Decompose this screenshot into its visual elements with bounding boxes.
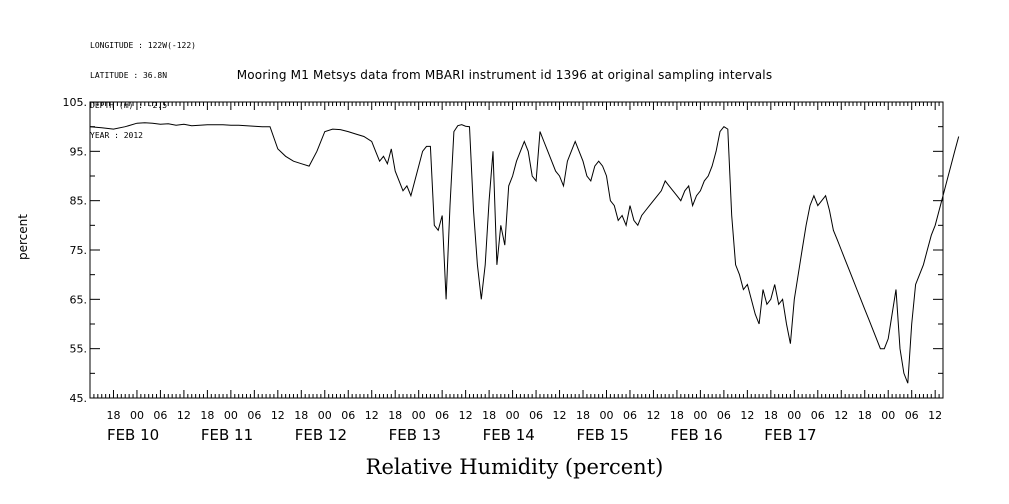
x-hour-label: 12: [271, 409, 285, 422]
x-day-label: FEB 17: [764, 426, 816, 444]
x-hour-label: 06: [905, 409, 919, 422]
x-hour-label: 00: [693, 409, 707, 422]
metadata-year: YEAR : 2012: [90, 131, 143, 140]
x-hour-label: 18: [388, 409, 402, 422]
x-day-label: FEB 14: [483, 426, 535, 444]
x-hour-label: 12: [365, 409, 379, 422]
y-tick-label: 55.: [70, 343, 88, 356]
metadata-longitude: LONGITUDE : 122W(-122): [90, 41, 196, 50]
plot-frame: [89, 101, 944, 399]
x-hour-label: 18: [482, 409, 496, 422]
x-hour-label: 00: [412, 409, 426, 422]
x-hour-label: 00: [881, 409, 895, 422]
x-hour-label: 12: [646, 409, 660, 422]
x-hour-label: 18: [106, 409, 120, 422]
x-hour-label: 00: [506, 409, 520, 422]
x-day-label: FEB 12: [295, 426, 347, 444]
x-hour-label: 06: [153, 409, 167, 422]
y-axis: 45. 55. 65. 75. 85. 95. 105.: [63, 96, 943, 405]
series-line: [89, 122, 960, 384]
x-hour-label: 18: [294, 409, 308, 422]
x-hour-label: 06: [435, 409, 449, 422]
x-hour-label: 00: [599, 409, 613, 422]
x-hour-label: 12: [459, 409, 473, 422]
x-hour-label: 18: [764, 409, 778, 422]
x-hour-label: 06: [247, 409, 261, 422]
y-tick-label: 45.: [70, 392, 88, 405]
y-tick-label: 95.: [70, 145, 88, 158]
x-hour-label: 06: [717, 409, 731, 422]
x-hour-label: 18: [200, 409, 214, 422]
x-hour-label: 00: [130, 409, 144, 422]
x-day-label: FEB 11: [201, 426, 253, 444]
x-hour-label: 06: [623, 409, 637, 422]
x-hour-label: 12: [928, 409, 942, 422]
x-hour-label: 18: [576, 409, 590, 422]
x-hour-label: 18: [670, 409, 684, 422]
y-tick-label: 65.: [70, 293, 88, 306]
x-hour-label: 06: [529, 409, 543, 422]
x-axis: 18 00 06 12 18 00 06 12 18 00 06 12 18 00 06 12 18 00 06 12…: [89, 102, 944, 444]
y-tick-label: 105.: [63, 96, 88, 109]
y-tick-label: 85.: [70, 195, 88, 208]
x-day-label: FEB 15: [576, 426, 628, 444]
x-hour-label: 06: [811, 409, 825, 422]
x-hour-label: 00: [224, 409, 238, 422]
x-hour-label: 18: [858, 409, 872, 422]
x-day-label: FEB 13: [389, 426, 441, 444]
x-hour-label: 12: [834, 409, 848, 422]
x-axis-label: Relative Humidity (percent): [365, 455, 664, 479]
x-hour-label: 12: [553, 409, 567, 422]
x-hour-label: 00: [787, 409, 801, 422]
x-hour-label: 00: [318, 409, 332, 422]
x-day-label: FEB 16: [670, 426, 722, 444]
metadata-latitude: LATITUDE : 36.8N: [90, 71, 168, 80]
x-day-label: FEB 10: [107, 426, 159, 444]
chart-title: Mooring M1 Metsys data from MBARI instru…: [236, 68, 773, 82]
x-hour-label: 12: [740, 409, 754, 422]
x-hour-label: 06: [341, 409, 355, 422]
x-hour-label: 12: [177, 409, 191, 422]
y-tick-label: 75.: [70, 244, 88, 257]
